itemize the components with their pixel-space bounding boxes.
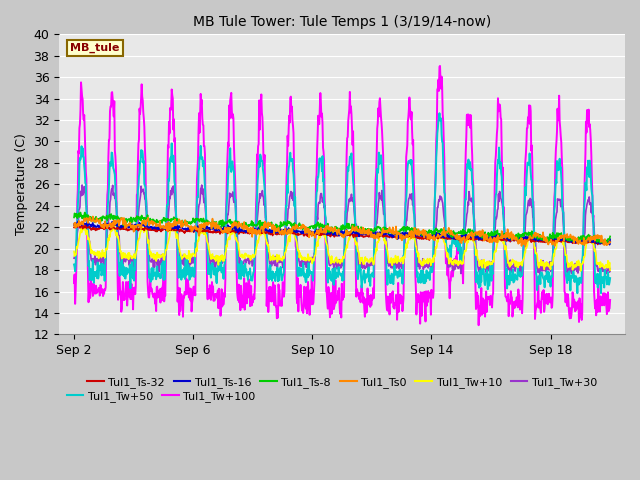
Tul1_Tw+100 xyxy=(70,280,78,286)
Tul1_Tw+100 xyxy=(475,322,483,328)
Line: Tul1_Tw+30: Tul1_Tw+30 xyxy=(74,185,610,275)
Tul1_Ts-8 xyxy=(489,230,497,236)
Tul1_Tw+100 xyxy=(436,63,444,69)
Tul1_Tw+30 xyxy=(489,259,497,264)
Tul1_Ts0 xyxy=(522,244,529,250)
Tul1_Ts-8 xyxy=(499,231,506,237)
Tul1_Tw+100 xyxy=(307,294,314,300)
Tul1_Tw+100 xyxy=(606,297,614,303)
Tul1_Tw+100 xyxy=(490,290,497,296)
Tul1_Ts-16 xyxy=(439,233,447,239)
Line: Tul1_Ts-32: Tul1_Ts-32 xyxy=(74,225,610,244)
Line: Tul1_Tw+100: Tul1_Tw+100 xyxy=(74,66,610,325)
Tul1_Ts-8 xyxy=(307,224,314,229)
Tul1_Tw+10 xyxy=(577,268,584,274)
Tul1_Ts-32 xyxy=(70,225,78,230)
Tul1_Tw+30 xyxy=(125,263,133,268)
Line: Tul1_Ts-16: Tul1_Ts-16 xyxy=(74,221,610,245)
Tul1_Tw+10 xyxy=(125,256,132,262)
Tul1_Tw+50 xyxy=(606,275,614,281)
Tul1_Ts0 xyxy=(439,229,447,235)
Tul1_Tw+30 xyxy=(287,189,295,195)
Tul1_Tw+50 xyxy=(439,140,447,145)
Tul1_Ts-32 xyxy=(499,237,506,242)
Tul1_Ts-8 xyxy=(70,215,78,220)
Tul1_Tw+50 xyxy=(573,290,581,296)
Tul1_Tw+10 xyxy=(307,256,314,262)
Tul1_Ts0 xyxy=(70,221,78,227)
Tul1_Ts0 xyxy=(89,214,97,219)
Tul1_Tw+30 xyxy=(606,266,614,272)
Line: Tul1_Ts0: Tul1_Ts0 xyxy=(74,216,610,247)
Tul1_Tw+10 xyxy=(70,249,78,254)
Tul1_Tw+50 xyxy=(307,268,314,274)
Tul1_Ts-8 xyxy=(598,240,606,246)
Tul1_Ts0 xyxy=(307,229,314,235)
Line: Tul1_Ts-8: Tul1_Ts-8 xyxy=(74,213,610,243)
Tul1_Tw+50 xyxy=(499,188,506,194)
Tul1_Ts-32 xyxy=(489,235,497,241)
Tul1_Tw+30 xyxy=(70,255,78,261)
Tul1_Ts0 xyxy=(489,238,497,244)
Tul1_Tw+50 xyxy=(489,271,497,277)
Tul1_Ts-32 xyxy=(606,239,614,244)
Tul1_Ts-16 xyxy=(606,237,614,242)
Tul1_Tw+10 xyxy=(439,236,447,242)
Tul1_Tw+30 xyxy=(499,201,506,207)
Tul1_Ts-32 xyxy=(125,227,133,233)
Tul1_Ts-8 xyxy=(287,220,295,226)
Tul1_Tw+10 xyxy=(287,230,295,236)
Tul1_Tw+100 xyxy=(125,280,132,286)
Tul1_Tw+30 xyxy=(439,200,447,206)
Y-axis label: Temperature (C): Temperature (C) xyxy=(15,133,28,235)
Tul1_Ts-32 xyxy=(287,229,295,235)
Tul1_Ts0 xyxy=(499,236,506,241)
Tul1_Ts-16 xyxy=(74,218,82,224)
Tul1_Ts-16 xyxy=(287,227,295,232)
Tul1_Ts-16 xyxy=(605,242,613,248)
Tul1_Tw+30 xyxy=(78,182,86,188)
Title: MB Tule Tower: Tule Temps 1 (3/19/14-now): MB Tule Tower: Tule Temps 1 (3/19/14-now… xyxy=(193,15,492,29)
Tul1_Ts0 xyxy=(606,240,614,245)
Tul1_Ts-16 xyxy=(70,222,78,228)
Tul1_Ts0 xyxy=(125,223,133,228)
Tul1_Tw+10 xyxy=(606,267,614,273)
Tul1_Ts-16 xyxy=(307,228,314,234)
Tul1_Tw+100 xyxy=(499,165,507,170)
Tul1_Ts-32 xyxy=(594,241,602,247)
Legend: Tul1_Tw+50, Tul1_Tw+100: Tul1_Tw+50, Tul1_Tw+100 xyxy=(62,386,260,406)
Tul1_Ts-16 xyxy=(125,224,133,230)
Tul1_Tw+50 xyxy=(287,157,294,163)
Tul1_Ts-32 xyxy=(307,231,314,237)
Tul1_Ts-16 xyxy=(499,234,506,240)
Tul1_Tw+30 xyxy=(536,272,544,278)
Line: Tul1_Tw+50: Tul1_Tw+50 xyxy=(74,113,610,293)
Tul1_Tw+100 xyxy=(439,111,447,117)
Tul1_Tw+50 xyxy=(125,269,132,275)
Tul1_Ts-8 xyxy=(606,234,614,240)
Tul1_Tw+50 xyxy=(70,262,78,267)
Tul1_Ts-8 xyxy=(125,216,133,222)
Tul1_Ts0 xyxy=(287,226,295,231)
Text: MB_tule: MB_tule xyxy=(70,43,120,53)
Tul1_Tw+10 xyxy=(170,219,178,225)
Line: Tul1_Tw+10: Tul1_Tw+10 xyxy=(74,222,610,271)
Tul1_Ts-16 xyxy=(489,233,497,239)
Tul1_Ts-8 xyxy=(77,210,84,216)
Tul1_Tw+30 xyxy=(307,259,314,264)
Tul1_Tw+10 xyxy=(489,258,497,264)
Tul1_Tw+50 xyxy=(436,110,444,116)
Tul1_Tw+10 xyxy=(499,237,506,242)
Tul1_Tw+100 xyxy=(287,94,294,99)
Tul1_Ts-32 xyxy=(439,235,447,240)
Tul1_Ts-32 xyxy=(82,222,90,228)
Tul1_Ts-8 xyxy=(439,228,447,234)
